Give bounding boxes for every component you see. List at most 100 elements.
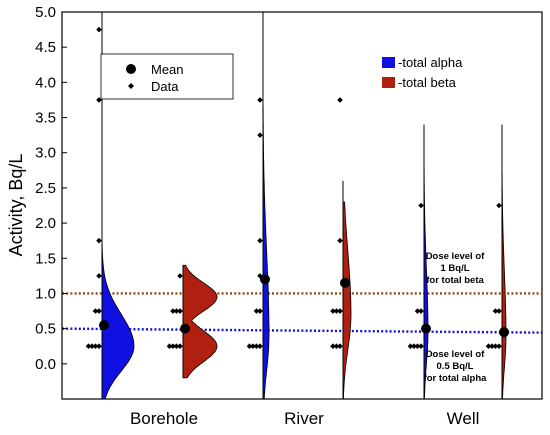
mean-marker — [499, 327, 509, 338]
data-point — [166, 343, 173, 350]
legend-data-marker — [128, 83, 134, 89]
data-point — [337, 343, 343, 350]
data-point — [330, 308, 336, 314]
violin — [342, 201, 352, 400]
data-point — [418, 308, 424, 314]
data-point — [414, 308, 421, 314]
mean-marker — [260, 274, 270, 285]
data-point — [177, 308, 183, 314]
data-point — [257, 132, 263, 138]
alpha-dose-line2: 0.5 Bq/L — [437, 361, 474, 372]
data-point — [96, 97, 102, 103]
y-tick-label: 2.0 — [35, 215, 56, 232]
data-point — [257, 308, 263, 314]
y-tick-label: 1.5 — [35, 250, 56, 267]
alpha-dose-line1: Dose level of — [426, 349, 485, 360]
data-point — [492, 308, 499, 314]
data-point — [333, 343, 340, 350]
category-label: Borehole — [130, 409, 198, 428]
y-tick-label: 0.0 — [35, 356, 56, 373]
data-point — [337, 97, 343, 103]
data-point — [496, 202, 502, 209]
data-point — [96, 26, 102, 33]
data-point — [96, 273, 102, 279]
data-point — [96, 308, 102, 314]
data-point — [414, 343, 421, 350]
series-legend: -total alpha -total beta — [382, 55, 463, 90]
legend-data-label: Data — [151, 79, 179, 94]
data-point — [85, 343, 92, 350]
y-tick-label: 2.5 — [35, 180, 56, 197]
data-point — [173, 343, 180, 350]
reference-lines — [61, 292, 543, 334]
legend-mean-label: Mean — [151, 62, 184, 77]
data-point — [92, 308, 99, 314]
data-point — [418, 202, 424, 209]
category-label: Well — [447, 409, 480, 428]
mean-marker — [99, 320, 109, 331]
data-point — [411, 343, 417, 350]
y-tick-label: 4.5 — [35, 39, 56, 56]
data-point — [246, 343, 253, 350]
beta-dose-line1: Dose level of — [426, 251, 485, 262]
data-point — [177, 343, 183, 350]
data-point — [92, 343, 99, 350]
y-tick-label: 4.0 — [35, 74, 56, 91]
y-tick-label: 1.0 — [35, 285, 56, 302]
data-point — [250, 343, 256, 350]
data-points — [85, 26, 509, 350]
mean-marker — [340, 277, 350, 288]
data-point — [496, 308, 502, 314]
category-label: River — [284, 409, 324, 428]
mean-marker — [180, 323, 190, 334]
violin — [182, 264, 218, 379]
data-point — [257, 343, 263, 350]
violin — [501, 124, 507, 400]
data-point — [337, 237, 343, 244]
plot-frame — [61, 11, 543, 400]
y-tick-label: 3.5 — [35, 110, 56, 127]
alpha-dose-line3: for total alpha — [424, 373, 488, 384]
data-point — [489, 343, 495, 350]
data-point — [96, 237, 102, 244]
violins — [101, 12, 507, 400]
y-axis-title: Activity, Bq/L — [6, 154, 26, 257]
mean-marker — [421, 323, 431, 334]
legend-beta-label: -total beta — [398, 75, 457, 90]
y-tick-label: 5.0 — [35, 4, 56, 21]
beta-dose-annotation: Dose level of 1 Bq/L for total beta — [426, 251, 485, 286]
violin — [262, 12, 270, 400]
data-point — [170, 308, 176, 314]
data-point — [89, 343, 95, 350]
legend-alpha-label: -total alpha — [398, 55, 463, 70]
data-point — [257, 237, 263, 244]
data-point — [170, 343, 176, 350]
data-point — [173, 308, 180, 314]
axes: 5.0 4.5 4.0 3.5 3.0 2.5 2.0 1.5 1.0 0.5 0.0 Borehol… — [35, 4, 479, 428]
data-point — [177, 273, 183, 279]
y-tick-label: 3.0 — [35, 145, 56, 162]
data-point — [96, 343, 102, 350]
data-point — [485, 343, 492, 350]
marker-legend-frame — [100, 53, 234, 100]
data-point — [253, 308, 260, 314]
beta-dose-line2: 1 Bq/L — [440, 263, 469, 274]
beta-dose-line3: for total beta — [426, 275, 484, 286]
data-point — [253, 343, 260, 350]
legend-beta-swatch — [382, 77, 395, 88]
data-point — [418, 343, 424, 350]
data-point — [330, 343, 336, 350]
y-tick-label: 0.5 — [35, 321, 56, 338]
data-point — [407, 343, 414, 350]
legend-alpha-swatch — [382, 57, 395, 68]
alpha-dose-annotation: Dose level of 0.5 Bq/L for total alpha — [424, 349, 488, 384]
data-point — [492, 343, 499, 350]
data-point — [496, 343, 502, 350]
data-point — [337, 308, 343, 314]
marker-legend: Mean Data — [100, 53, 234, 100]
data-point — [333, 308, 340, 314]
data-point — [257, 97, 263, 103]
legend-mean-marker — [126, 64, 136, 74]
reference-line — [61, 327, 543, 334]
